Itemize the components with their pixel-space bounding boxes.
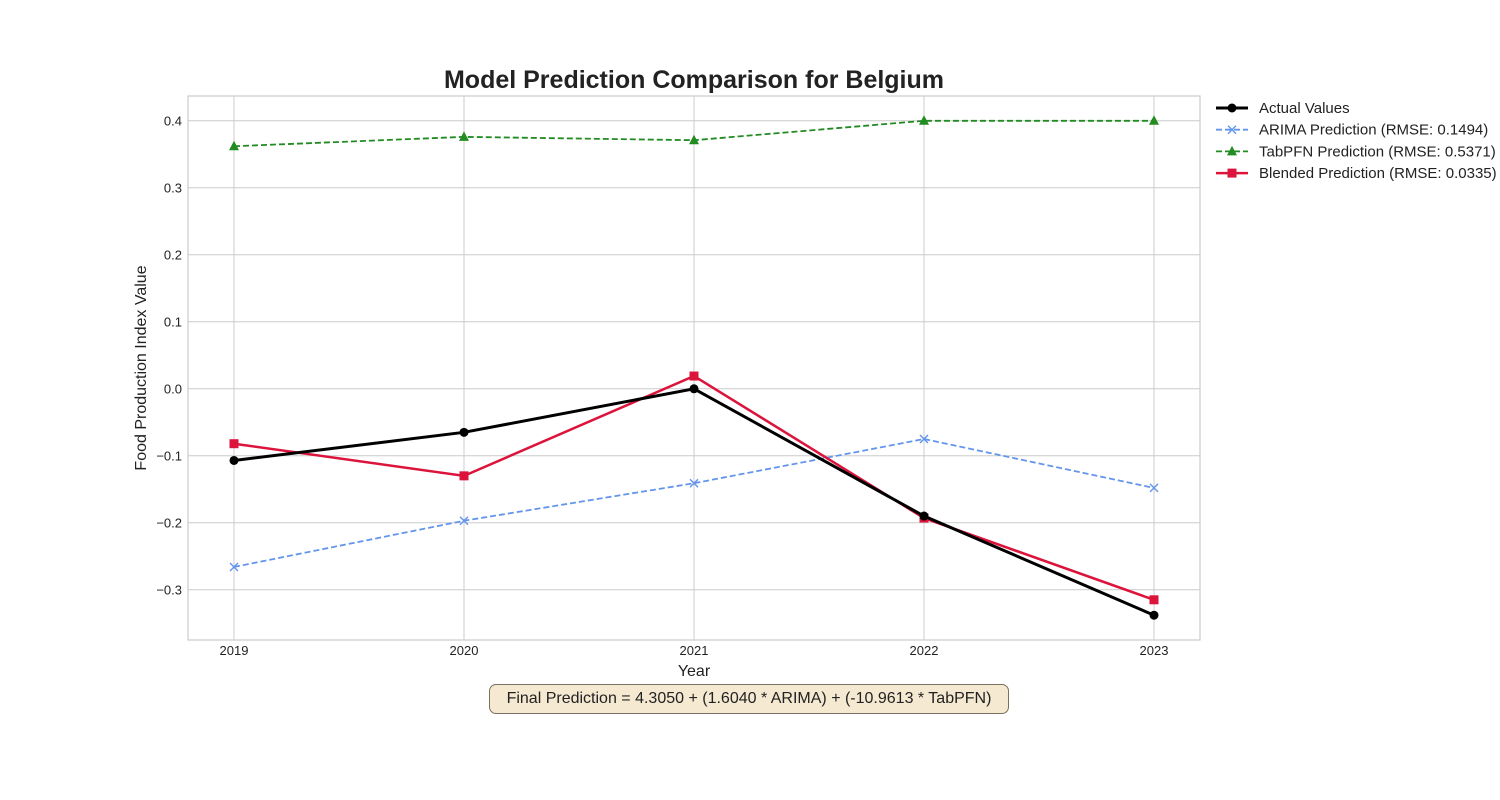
y-tick-label: −0.2 [156, 515, 182, 530]
data-point [1149, 483, 1159, 493]
x-stroke [459, 516, 469, 526]
legend-label: Actual Values [1259, 100, 1350, 117]
data-point [689, 371, 699, 381]
data-point [459, 427, 469, 437]
series-0 [229, 384, 1159, 620]
x-stroke [919, 434, 929, 444]
formula-annotation: Final Prediction = 4.3050 + (1.6040 * AR… [489, 684, 1009, 714]
series-1 [229, 434, 1159, 572]
legend-label: TabPFN Prediction (RMSE: 0.5371) [1259, 143, 1496, 160]
x-tick-label: 2022 [910, 643, 939, 658]
data-point [229, 455, 239, 465]
x-tick-label: 2019 [220, 643, 249, 658]
legend-marker [1227, 168, 1237, 178]
grid [188, 96, 1200, 640]
y-axis-label: Food Production Index Value [133, 265, 150, 470]
data-point [1149, 115, 1159, 125]
data-point [919, 511, 929, 521]
x-stroke [689, 478, 699, 488]
legend-marker [1227, 145, 1237, 156]
series-2 [229, 115, 1159, 151]
legend-label: Blended Prediction (RMSE: 0.0335) [1259, 165, 1497, 182]
x-axis-label: Year [678, 663, 711, 680]
data-point [689, 384, 699, 394]
data-point [459, 516, 469, 526]
y-tick-label: 0.2 [164, 247, 182, 262]
data-point [229, 140, 239, 151]
y-tick-label: 0.0 [164, 381, 182, 396]
y-tick-label: 0.3 [164, 180, 182, 195]
x-stroke [229, 562, 239, 572]
tick-labels: 2019 2020 2021 2022 2023 −0.3 −0.2 −0.1 0.0 0.1 0.… [156, 113, 1168, 658]
data-point [919, 115, 929, 125]
legend-item: TabPFN Prediction (RMSE: 0.5371) [1216, 143, 1496, 160]
data-point [689, 478, 699, 488]
data-point [1149, 595, 1159, 605]
legend: Actual Values ARIMA Prediction (RMSE: 0.1… [1216, 100, 1497, 182]
series-layer [229, 115, 1159, 620]
data-point [689, 134, 699, 145]
y-tick-label: 0.4 [164, 113, 182, 128]
y-tick-label: 0.1 [164, 314, 182, 329]
y-tick-label: −0.3 [156, 582, 182, 597]
x-stroke [1227, 125, 1237, 135]
chart-title: Model Prediction Comparison for Belgium [444, 66, 944, 94]
x-tick-label: 2023 [1140, 643, 1169, 658]
data-point [919, 434, 929, 444]
x-tick-label: 2021 [680, 643, 709, 658]
data-point [229, 439, 239, 449]
data-point [459, 471, 469, 481]
x-tick-label: 2020 [450, 643, 479, 658]
legend-marker [1227, 103, 1237, 113]
legend-label: ARIMA Prediction (RMSE: 0.1494) [1259, 122, 1488, 139]
data-point [459, 131, 469, 141]
legend-item: Actual Values [1216, 100, 1350, 117]
x-stroke [1149, 483, 1159, 493]
legend-marker [1227, 125, 1237, 135]
series-line [233, 438, 1155, 568]
data-point [229, 562, 239, 572]
legend-item: ARIMA Prediction (RMSE: 0.1494) [1216, 122, 1488, 139]
data-point [1149, 610, 1159, 620]
y-tick-label: −0.1 [156, 448, 182, 463]
legend-item: Blended Prediction (RMSE: 0.0335) [1216, 165, 1497, 182]
plot-frame [187, 95, 1201, 641]
